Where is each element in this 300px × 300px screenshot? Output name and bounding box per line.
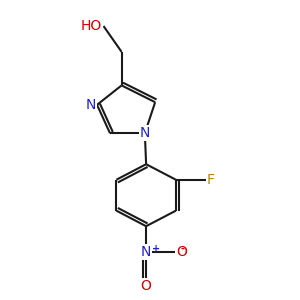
- Text: N: N: [85, 98, 96, 112]
- Text: +: +: [152, 244, 160, 254]
- Text: N: N: [141, 245, 151, 259]
- Text: F: F: [207, 173, 215, 187]
- Text: O: O: [176, 245, 187, 259]
- Text: N: N: [140, 126, 150, 140]
- Text: HO: HO: [81, 19, 102, 33]
- Text: -: -: [180, 244, 184, 254]
- Text: O: O: [141, 279, 152, 293]
